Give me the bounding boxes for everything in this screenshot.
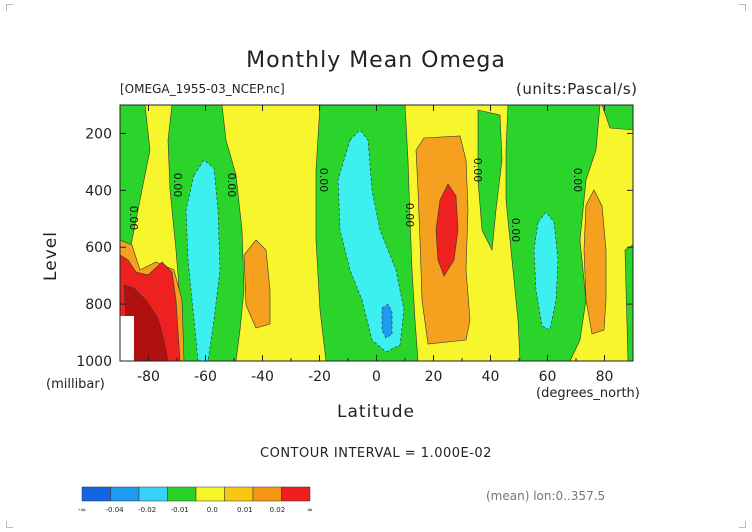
contour-labels: 0.00 0.00 0.00 0.00 0.00 0.00 0.00 0.00 (127, 158, 584, 243)
legend-label: -0.02 (138, 506, 156, 514)
green-patch-north-edge (624, 244, 633, 361)
legend-swatch (81, 486, 111, 502)
file-label: [OMEGA_1955-03_NCEP.nc] (120, 82, 285, 96)
legend-label: 0.02 (270, 506, 286, 514)
contour-fill (120, 105, 633, 361)
contour-label: 0.00 (225, 173, 238, 198)
legend-label: ∞ (307, 506, 313, 514)
x-tick-label: -20 (308, 369, 331, 385)
legend-swatch (252, 486, 282, 502)
legend-swatch (281, 486, 311, 502)
legend-swatch (110, 486, 140, 502)
axes: -80 -60 -40 -20 0 20 40 60 80 200 400 600 800 1000 (76, 105, 634, 385)
x-tick-label: -80 (137, 369, 160, 385)
green-band-north-polar (601, 105, 633, 131)
contour-label: 0.00 (127, 206, 140, 231)
legend-label: -0.01 (171, 506, 189, 514)
y-axis-unit: (millibar) (46, 377, 105, 392)
legend-label: -0.04 (106, 506, 125, 514)
legend-label: 0.0 (207, 506, 218, 514)
missing-data-mask (120, 316, 134, 361)
x-axis-unit: (degrees_north) (536, 386, 640, 401)
y-tick-label: 800 (85, 297, 112, 313)
units-label: (units:Pascal/s) (516, 80, 638, 98)
contour-label: 0.00 (317, 168, 330, 193)
x-tick-label: -40 (251, 369, 274, 385)
y-tick-label: 200 (85, 126, 112, 142)
contour-label: 0.00 (171, 173, 184, 198)
legend-swatch (167, 486, 197, 502)
y-tick-label: 600 (85, 240, 112, 256)
x-tick-label: 60 (539, 369, 557, 385)
cyan-region-60s (185, 159, 221, 361)
red-core-25n (435, 183, 459, 277)
x-tick-label: 40 (482, 369, 500, 385)
contour-label: 0.00 (509, 218, 522, 243)
contour-interval-note: CONTOUR INTERVAL = 1.000E-02 (260, 446, 492, 461)
blue-core-equator (381, 303, 393, 339)
legend-swatch (195, 486, 225, 502)
contour-label: 0.00 (571, 168, 584, 193)
orange-region-80n (583, 189, 607, 335)
cyan-region-60n (533, 211, 559, 331)
legend-label: -∞ (78, 506, 86, 514)
legend: -∞ -0.04 -0.02 -0.01 0.0 0.01 0.02 ∞ (78, 486, 313, 514)
x-tick-label: 0 (372, 369, 381, 385)
mean-note: (mean) lon:0..357.5 (486, 489, 606, 503)
x-tick-label: 80 (596, 369, 614, 385)
x-tick-label: -60 (194, 369, 217, 385)
green-band-south-polar (120, 105, 151, 263)
green-band-40n (477, 109, 503, 252)
contour-label: 0.00 (471, 158, 484, 183)
legend-label: 0.01 (237, 506, 253, 514)
x-axis-label: Latitude (337, 402, 415, 422)
legend-swatch (138, 486, 168, 502)
chart-title: Monthly Mean Omega (246, 48, 506, 73)
y-tick-label: 1000 (76, 354, 112, 370)
orange-region-40s (243, 239, 271, 329)
x-tick-label: 20 (425, 369, 443, 385)
cyan-region-equator (337, 129, 405, 353)
y-tick-label: 400 (85, 183, 112, 199)
darkred-core-south-polar (123, 284, 169, 361)
legend-swatch (224, 486, 254, 502)
contour-label: 0.00 (403, 203, 416, 228)
